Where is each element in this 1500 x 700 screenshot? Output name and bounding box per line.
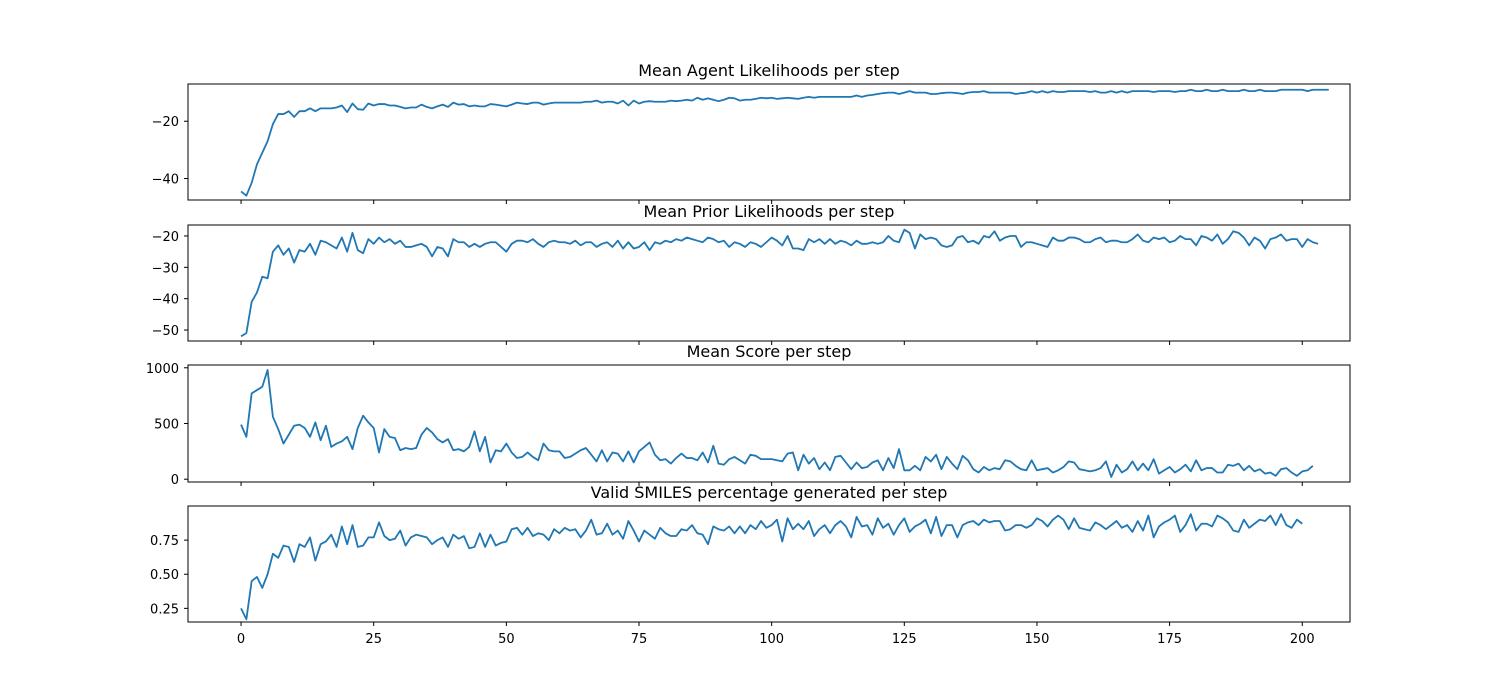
y-tick-label: 500 bbox=[154, 418, 179, 433]
valid-smiles-panel: Valid SMILES percentage generated per st… bbox=[150, 483, 1351, 647]
x-tick-label: 75 bbox=[631, 632, 648, 647]
y-tick-label: 0 bbox=[171, 473, 179, 488]
agent-likelihood-title: Mean Agent Likelihoods per step bbox=[638, 61, 899, 80]
y-tick-label: 0.25 bbox=[150, 602, 179, 617]
x-tick-label: 125 bbox=[892, 632, 917, 647]
axes-frame bbox=[187, 83, 1351, 201]
prior-likelihood-panel: Mean Prior Likelihoods per step −20 −30 −4… bbox=[152, 202, 1351, 345]
mean-score-title: Mean Score per step bbox=[687, 342, 852, 361]
x-tick-label: 200 bbox=[1290, 632, 1315, 647]
y-tick-label: −30 bbox=[152, 261, 179, 276]
series-line bbox=[240, 369, 1314, 478]
agent-likelihood-panel: Mean Agent Likelihoods per step −20 −40 bbox=[152, 61, 1351, 204]
y-tick-label: −20 bbox=[152, 115, 179, 130]
y-tick-label: −40 bbox=[152, 293, 179, 308]
axes-frame bbox=[187, 364, 1351, 483]
y-tick-label: −40 bbox=[152, 173, 179, 188]
series-line bbox=[240, 88, 1329, 197]
prior-likelihood-title: Mean Prior Likelihoods per step bbox=[644, 202, 895, 221]
x-tick-label: 175 bbox=[1157, 632, 1182, 647]
y-tick-label: −20 bbox=[152, 230, 179, 245]
x-tick-label: 150 bbox=[1025, 632, 1050, 647]
y-tick-label: 1000 bbox=[146, 362, 179, 377]
mean-score-panel: Mean Score per step 1000 500 0 bbox=[146, 342, 1351, 488]
axes-frame bbox=[187, 224, 1351, 342]
axes-frame bbox=[187, 505, 1351, 623]
x-tick-label: 50 bbox=[498, 632, 515, 647]
x-tick-label: 25 bbox=[365, 632, 382, 647]
x-tick-label: 100 bbox=[759, 632, 784, 647]
y-tick-label: −50 bbox=[152, 324, 179, 339]
y-tick-label: 0.75 bbox=[150, 534, 179, 549]
series-line bbox=[240, 228, 1319, 338]
y-tick-label: 0.50 bbox=[150, 568, 179, 583]
x-tick-label: 0 bbox=[237, 632, 245, 647]
series-line bbox=[240, 513, 1303, 621]
valid-smiles-title: Valid SMILES percentage generated per st… bbox=[591, 483, 948, 502]
